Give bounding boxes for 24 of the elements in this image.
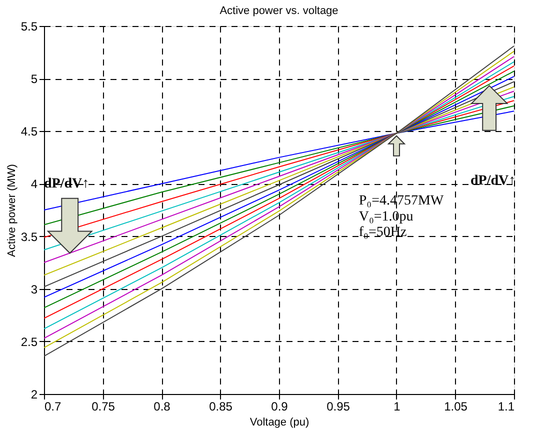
annotation: V₀=1.0pu [358,209,414,224]
annotation: P₀=4.4757MW [358,194,444,209]
y-tick-label: 2 [30,388,38,402]
y-tick-label: 4 [30,177,38,192]
annotation: f₀=50Hz [358,225,407,240]
x-axis-title: Voltage (pu) [250,416,310,428]
y-tick-label: 2.5 [20,334,38,349]
annotation: dP/dV↑ [470,174,516,189]
x-tick-label: 0.75 [92,400,116,414]
x-tick-label: 1 [394,400,401,414]
y-tick-label: 3 [30,282,38,296]
y-tick-label: 5 [30,72,38,86]
y-tick-label: 4.5 [20,124,38,139]
x-tick-label: 0.9 [271,400,288,414]
y-tick-label: 5.5 [20,20,38,34]
y-tick-label: 3.5 [20,230,38,244]
x-tick-label: 1.05 [444,400,468,414]
y-axis-title: Active power (MW) [6,164,18,257]
chart-title: Active power vs. voltage [220,5,338,17]
x-tick-label: 0.95 [326,400,350,414]
x-tick-label: 0.85 [209,400,233,414]
x-tick-label: 0.7 [44,400,62,414]
x-tick-label: 0.8 [154,400,171,414]
x-tick-label: 1.1 [498,400,515,414]
